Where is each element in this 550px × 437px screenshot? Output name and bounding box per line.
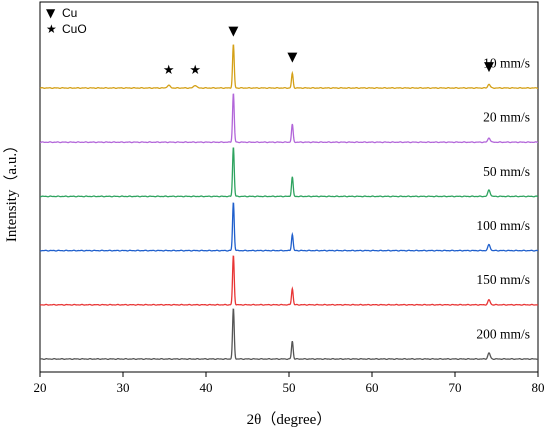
- x-axis-ticks: 20 30 40 50 60 70 80: [34, 372, 545, 395]
- series-label: 150 mm/s: [476, 272, 530, 287]
- series-line: [39, 202, 539, 252]
- x-tick-label: 20: [34, 380, 47, 395]
- x-tick-label: 60: [366, 380, 379, 395]
- series-line: [39, 147, 539, 198]
- series-line: [39, 93, 539, 144]
- x-tick-label: 70: [449, 380, 462, 395]
- peak-marker: ▼: [484, 60, 494, 75]
- series-label: 20 mm/s: [483, 110, 530, 125]
- x-axis-title: 2θ（degree）: [247, 411, 332, 428]
- legend-label: CuO: [62, 22, 87, 36]
- peak-marker: ▼: [228, 24, 238, 39]
- series-label: 50 mm/s: [483, 164, 530, 179]
- peak-marker: ★: [163, 63, 175, 78]
- series-line: [39, 308, 539, 361]
- series-label: 200 mm/s: [476, 326, 530, 341]
- legend-label: Cu: [62, 6, 77, 20]
- legend-symbol: ★: [46, 22, 57, 36]
- legend: ▼ Cu ★ CuO: [46, 6, 87, 36]
- peak-marker: ★: [189, 63, 201, 78]
- x-tick-label: 80: [532, 380, 545, 395]
- series-label: 100 mm/s: [476, 218, 530, 233]
- series-line: [39, 44, 539, 90]
- series-line: [39, 255, 539, 306]
- series-group: 10 mm/s 20 mm/s 50 mm/s 100 mm/s 150 mm/s 200…: [39, 44, 539, 361]
- series-label: 10 mm/s: [483, 55, 530, 70]
- x-tick-label: 40: [200, 380, 213, 395]
- legend-symbol: ▼: [46, 6, 56, 20]
- peak-marker: ▼: [287, 50, 297, 65]
- peak-markers: ▼ ▼ ▼ ★ ★: [163, 24, 494, 78]
- x-tick-label: 30: [117, 380, 130, 395]
- x-tick-label: 50: [283, 380, 296, 395]
- y-axis-title: Intensity（a.u.）: [3, 138, 20, 242]
